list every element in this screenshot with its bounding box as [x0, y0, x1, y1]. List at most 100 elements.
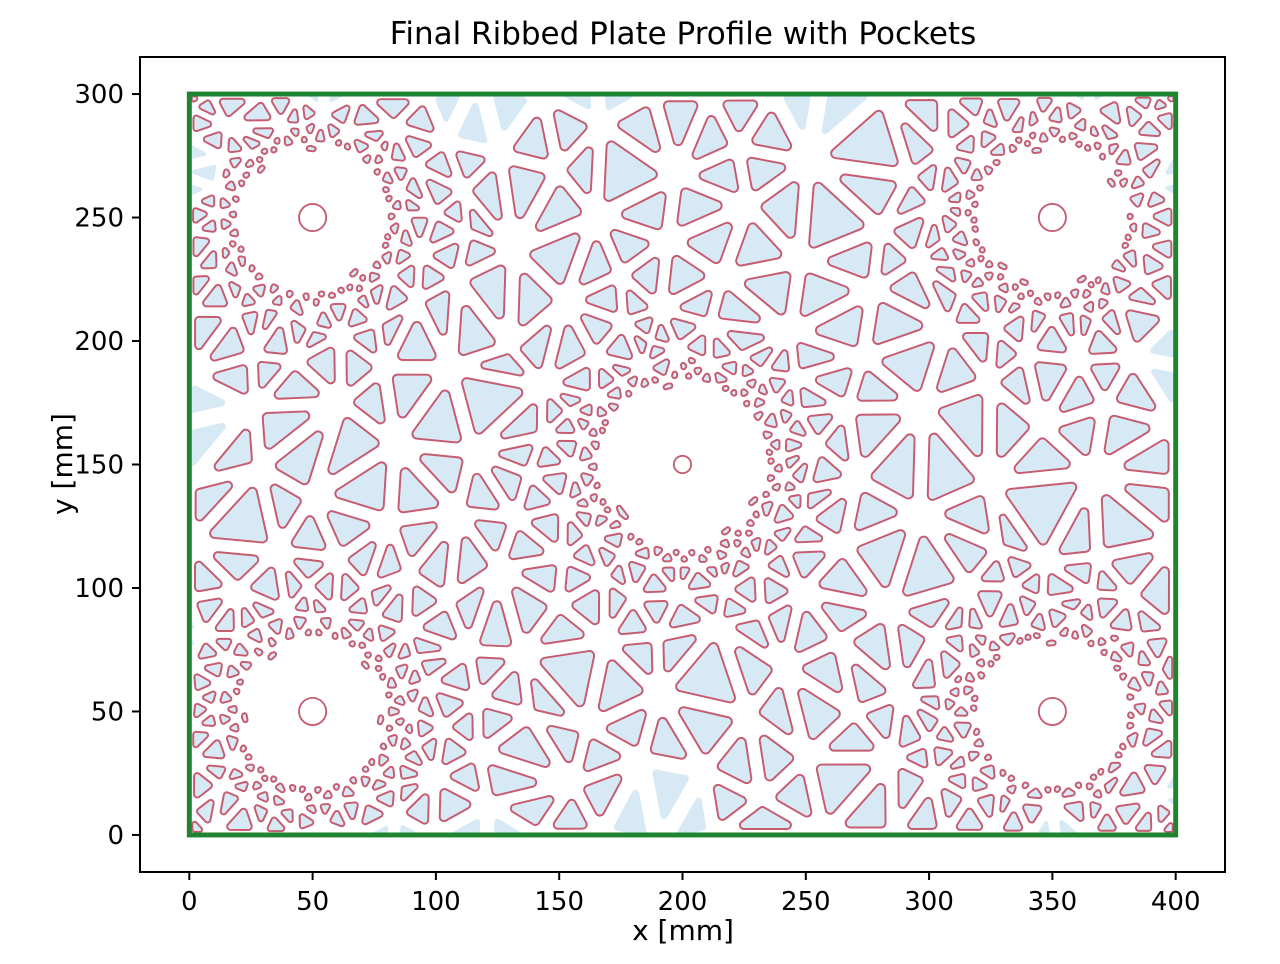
pocket-fill [611, 230, 648, 262]
pocket-fill [205, 664, 221, 676]
pocket-fill [525, 486, 549, 509]
pocket-fill [1160, 701, 1172, 715]
hole-circle [1037, 696, 1067, 726]
pocket-fill [387, 693, 391, 697]
pocket-clipped-fill [185, 97, 186, 98]
pocket-fill [1136, 813, 1151, 830]
hole-circle [298, 696, 328, 726]
pocket-fill [743, 365, 753, 376]
pocket-clipped-fill [245, 74, 286, 85]
pocket-fill [908, 749, 927, 767]
pocket-fill [1130, 224, 1136, 231]
pocket-fill [768, 476, 774, 481]
pocket-fill [693, 117, 727, 158]
pocket-fill [255, 806, 267, 821]
pocket-fill [391, 224, 398, 233]
pocket-clipped-fill [1183, 236, 1192, 301]
pocket-fill [1020, 597, 1035, 615]
pocket-fill [1145, 765, 1165, 784]
pocket-clipped-fill [773, 841, 896, 849]
pocket-fill [891, 273, 929, 308]
pocket-fill [953, 232, 967, 245]
pocket-clipped-fill [173, 78, 179, 83]
pocket-fill [580, 448, 591, 460]
pocket-fill [262, 149, 267, 153]
pocket-fill [412, 218, 427, 237]
pocket-fill [305, 794, 311, 800]
pocket-fill [317, 630, 321, 635]
pocket-fill [194, 209, 206, 222]
pocket-fill [939, 395, 982, 456]
pocket-fill [737, 621, 768, 647]
pocket-fill [973, 278, 983, 287]
pocket-fill [1090, 331, 1116, 353]
pocket-fill [973, 202, 977, 207]
pocket-fill [1009, 776, 1014, 780]
chart-title: Final Ribbed Plate Profile with Pockets [390, 16, 977, 52]
pocket-fill [196, 482, 232, 520]
y-tick-label: 200 [74, 327, 124, 357]
pocket-fill [1056, 293, 1060, 298]
pocket-clipped-fill [458, 102, 488, 144]
pocket-fill [343, 787, 353, 796]
pocket-clipped-fill [184, 201, 185, 205]
pocket-fill [899, 625, 924, 667]
pocket-fill [760, 736, 793, 780]
y-tick-label: 100 [74, 574, 124, 604]
pocket-fill [949, 110, 968, 137]
pocket-fill [395, 168, 406, 179]
pocket-fill [1148, 639, 1166, 657]
pocket-fill [957, 136, 973, 152]
pocket-fill [619, 108, 660, 151]
hole-circles [298, 203, 1067, 726]
pocket-fill [629, 534, 633, 539]
pocket-fill [410, 671, 420, 683]
pocket-fill [349, 543, 375, 575]
pocket-fill [598, 408, 606, 416]
pocket-fill [969, 752, 978, 760]
pocket-fill [1018, 638, 1022, 643]
pocket-clipped-fill [991, 840, 998, 841]
pocket-fill [582, 474, 593, 485]
pocket-fill [679, 708, 731, 753]
pocket-fill [607, 710, 645, 745]
pocket-clipped-fill [1184, 89, 1186, 90]
pocket-fill [355, 330, 376, 352]
pocket-fill [808, 415, 832, 434]
pocket-fill [986, 755, 991, 760]
pocket-fill [928, 434, 974, 499]
pocket-fill [755, 399, 764, 406]
pocket-fill [387, 287, 406, 309]
pocket-fill [734, 561, 748, 576]
pocket-clipped-fill [1137, 80, 1148, 88]
pocket-fill [321, 805, 330, 813]
x-axis-ticks: 0 50 100 150 200 250 300 350 400 [181, 872, 1201, 917]
pocket-fill [1032, 311, 1045, 331]
pocket-fill [288, 110, 298, 122]
pocket-fill [1139, 652, 1150, 665]
pocket-fill [745, 273, 790, 314]
pocket-clipped-fill [184, 229, 185, 235]
pocket-fill [513, 588, 546, 632]
pocket-clipped-fill [1180, 627, 1182, 642]
pocket-fill [1067, 104, 1080, 118]
pocket-fill [769, 459, 773, 463]
pocket-clipped-fill [288, 840, 299, 844]
pocket-fill [263, 412, 309, 448]
pocket-fill [1078, 276, 1085, 282]
pocket-fill [484, 709, 511, 737]
pocket-fill [846, 784, 885, 827]
pocket-fill [599, 661, 642, 711]
pocket-fill [786, 439, 801, 451]
pocket-fill [882, 244, 905, 274]
pocket-fill [682, 363, 686, 369]
pocket-fill [950, 193, 960, 202]
pocket-fill [1010, 145, 1016, 152]
pocket-fill [817, 765, 870, 813]
pocket-fill [198, 599, 221, 621]
pocket-fill [1030, 113, 1037, 125]
pocket-fill [282, 810, 292, 822]
pocket-fill [375, 170, 379, 174]
